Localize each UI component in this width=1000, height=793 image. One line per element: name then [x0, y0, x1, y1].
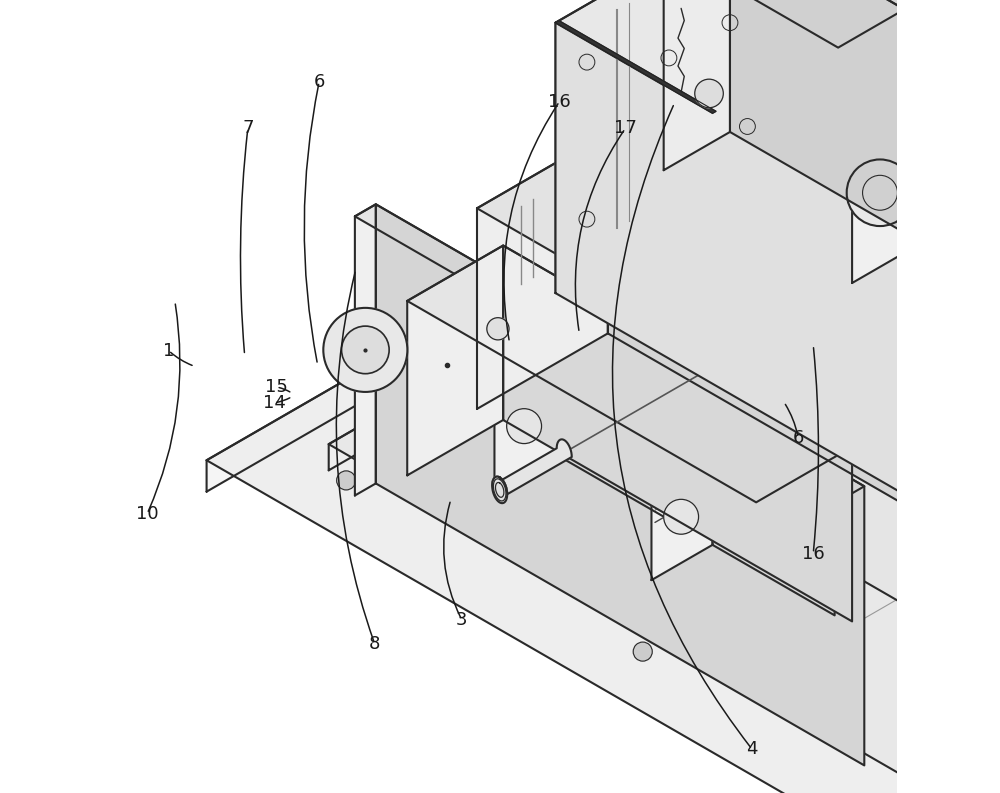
- Polygon shape: [556, 0, 1000, 405]
- Polygon shape: [713, 454, 835, 615]
- Polygon shape: [494, 363, 678, 469]
- Polygon shape: [742, 159, 1000, 574]
- Polygon shape: [556, 363, 678, 525]
- Circle shape: [724, 368, 753, 396]
- Polygon shape: [730, 158, 1000, 642]
- Circle shape: [671, 383, 719, 431]
- Circle shape: [695, 79, 723, 108]
- Text: 16: 16: [548, 93, 571, 110]
- Text: 7: 7: [242, 120, 254, 137]
- Text: 3: 3: [456, 611, 468, 629]
- Polygon shape: [774, 0, 1000, 550]
- Text: 4: 4: [746, 741, 758, 758]
- Text: 15: 15: [265, 378, 288, 396]
- Text: 6: 6: [792, 429, 804, 446]
- Circle shape: [664, 500, 699, 534]
- Polygon shape: [651, 454, 835, 560]
- Circle shape: [337, 471, 356, 490]
- Text: 8: 8: [369, 635, 380, 653]
- Polygon shape: [852, 102, 908, 283]
- Polygon shape: [492, 477, 507, 504]
- Polygon shape: [503, 246, 852, 622]
- Polygon shape: [355, 205, 376, 496]
- Text: 6: 6: [314, 73, 325, 90]
- Circle shape: [633, 642, 652, 661]
- Circle shape: [682, 394, 708, 419]
- Polygon shape: [477, 132, 1000, 470]
- Polygon shape: [664, 0, 730, 170]
- Text: 1: 1: [163, 342, 174, 359]
- Polygon shape: [608, 132, 1000, 596]
- Polygon shape: [908, 102, 1000, 396]
- Polygon shape: [556, 21, 716, 113]
- Polygon shape: [556, 23, 1000, 676]
- Polygon shape: [590, 232, 1000, 548]
- Circle shape: [487, 318, 509, 340]
- Polygon shape: [376, 205, 864, 765]
- Circle shape: [579, 211, 595, 227]
- Polygon shape: [477, 132, 608, 409]
- Polygon shape: [651, 454, 713, 580]
- Polygon shape: [765, 193, 1000, 571]
- Circle shape: [722, 15, 738, 31]
- Circle shape: [755, 229, 774, 248]
- Polygon shape: [329, 193, 765, 470]
- Text: 17: 17: [614, 120, 637, 137]
- Polygon shape: [207, 158, 1000, 793]
- Circle shape: [847, 159, 913, 226]
- Polygon shape: [492, 439, 572, 494]
- Polygon shape: [329, 193, 1000, 793]
- Polygon shape: [569, 232, 590, 258]
- Polygon shape: [556, 0, 774, 293]
- Circle shape: [507, 408, 542, 443]
- Text: 14: 14: [263, 394, 285, 412]
- Circle shape: [579, 54, 595, 70]
- Polygon shape: [407, 246, 503, 475]
- Text: 16: 16: [802, 545, 825, 562]
- Polygon shape: [355, 205, 864, 498]
- Polygon shape: [407, 246, 852, 502]
- Circle shape: [774, 349, 790, 365]
- Circle shape: [958, 221, 973, 237]
- Polygon shape: [437, 159, 1000, 677]
- Circle shape: [863, 175, 897, 210]
- Polygon shape: [207, 158, 730, 492]
- Polygon shape: [730, 0, 904, 232]
- Circle shape: [739, 118, 755, 134]
- Polygon shape: [569, 232, 1000, 546]
- Circle shape: [323, 308, 407, 392]
- Circle shape: [661, 50, 677, 66]
- Polygon shape: [852, 102, 1000, 281]
- Polygon shape: [664, 0, 904, 48]
- Circle shape: [342, 326, 389, 374]
- Polygon shape: [494, 363, 556, 489]
- Text: 10: 10: [136, 505, 158, 523]
- Polygon shape: [437, 159, 742, 408]
